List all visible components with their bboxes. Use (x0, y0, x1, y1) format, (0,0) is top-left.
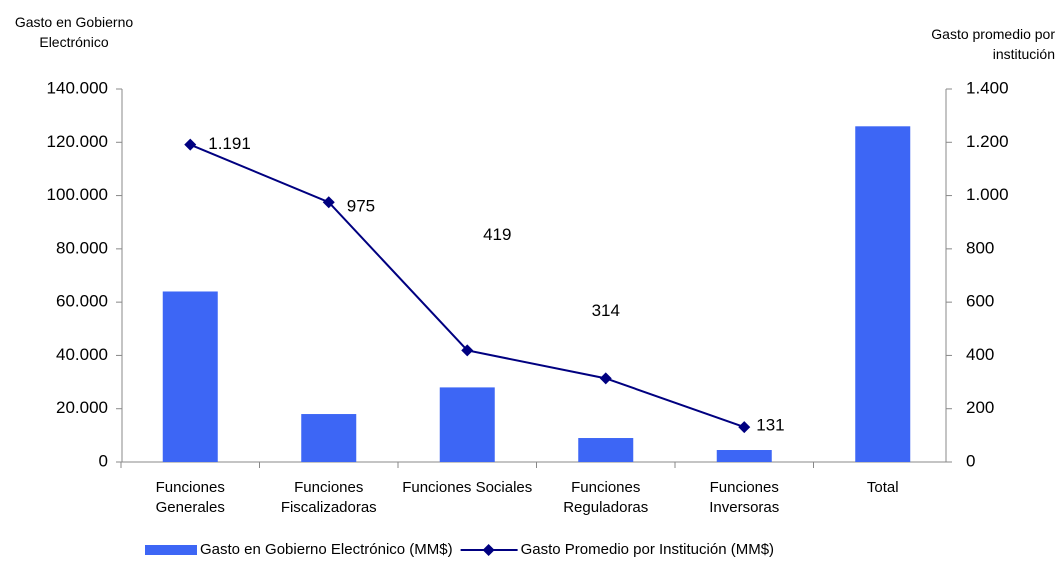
y2-tick-label: 1.400 (966, 78, 1009, 97)
y-tick-label: 140.000 (47, 78, 108, 97)
bar (855, 126, 911, 463)
y-axis-title: Gasto en Gobierno Electrónico (14, 14, 134, 50)
bar (716, 450, 772, 462)
line-marker (184, 138, 197, 151)
y-tick-label: 60.000 (56, 292, 108, 311)
bar (578, 438, 634, 462)
y-tick-label: 0 (99, 451, 108, 470)
line-marker (322, 196, 335, 209)
y-tick-label: 40.000 (56, 345, 108, 364)
data-label: 1.191 (208, 134, 251, 153)
legend-label: Gasto Promedio por Institución (MM$) (521, 541, 774, 558)
line-marker (599, 372, 612, 385)
y2-tick-label: 800 (966, 238, 994, 257)
y2-tick-label: 600 (966, 292, 994, 311)
y-tick-label: 80.000 (56, 238, 108, 257)
y2-tick-label: 1.000 (966, 185, 1009, 204)
x-tick-label: Funciones Inversoras (709, 479, 780, 516)
bar (162, 291, 218, 462)
line (189, 143, 745, 429)
legend-swatch (145, 545, 197, 555)
bar (301, 414, 357, 462)
legend-label: Gasto en Gobierno Electrónico (MM$) (200, 541, 453, 558)
y2-tick-label: 400 (966, 345, 994, 364)
data-label: 419 (483, 225, 511, 244)
x-tick-label: Total (866, 479, 899, 496)
legend-marker (482, 544, 495, 556)
line-marker (738, 421, 751, 434)
data-label: 131 (756, 416, 784, 435)
y-tick-label: 100.000 (47, 185, 108, 204)
x-tick-label: Funciones Sociales (402, 479, 533, 496)
bar (439, 387, 495, 462)
y2-tick-label: 0 (966, 451, 975, 470)
y2-axis-title: Gasto promedio por institución (931, 26, 1055, 62)
y-tick-label: 20.000 (56, 398, 108, 417)
y-tick-label: 120.000 (47, 132, 108, 151)
data-label: 975 (347, 197, 375, 216)
y2-tick-label: 200 (966, 398, 994, 417)
x-tick-label: Funciones Reguladoras (563, 479, 649, 516)
x-tick-label: Funciones Generales (155, 479, 225, 516)
x-tick-label: Funciones Fiscalizadoras (280, 479, 377, 516)
data-label: 314 (592, 301, 620, 320)
line-marker (461, 344, 474, 357)
y2-tick-label: 1.200 (966, 132, 1009, 151)
